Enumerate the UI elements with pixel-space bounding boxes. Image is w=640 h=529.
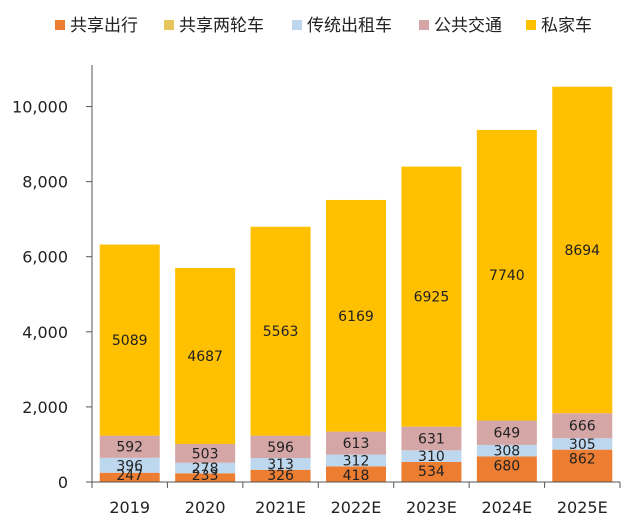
bar-segment bbox=[401, 461, 462, 482]
data-label: 312 bbox=[343, 453, 370, 469]
data-label: 7740 bbox=[489, 268, 525, 284]
legend-label: 共享两轮车 bbox=[179, 16, 264, 36]
data-label: 4687 bbox=[187, 349, 223, 365]
bar-segment bbox=[250, 435, 311, 459]
x-tick-label: 2024E bbox=[481, 498, 532, 517]
bar-segment bbox=[250, 469, 311, 482]
data-label: 308 bbox=[493, 444, 520, 460]
bar-segment bbox=[552, 449, 613, 482]
data-label: 666 bbox=[569, 419, 596, 435]
bar-segment bbox=[401, 450, 462, 462]
data-label: 305 bbox=[569, 437, 596, 453]
x-tick-label: 2021E bbox=[255, 498, 306, 517]
data-label: 613 bbox=[343, 436, 370, 452]
legend-swatch bbox=[419, 20, 429, 30]
data-label: 396 bbox=[116, 458, 143, 474]
legend-label: 公共交通 bbox=[434, 16, 502, 36]
bar-segment bbox=[326, 466, 386, 482]
bar-segment bbox=[401, 426, 462, 451]
legend-swatch bbox=[292, 20, 302, 30]
legend: 共享出行 共享两轮车 传统出租车 公共交通 私家车 bbox=[55, 16, 592, 36]
bar-segment bbox=[552, 438, 613, 450]
data-label: 592 bbox=[116, 440, 143, 456]
data-label: 503 bbox=[192, 446, 219, 462]
x-axis: 2019 2020 2021E 2022E 2023E 2024E 2025E bbox=[91, 481, 621, 517]
x-tick-label: 2020 bbox=[185, 498, 226, 517]
data-label: 313 bbox=[267, 457, 294, 473]
data-label: 418 bbox=[343, 468, 370, 484]
data-label: 6169 bbox=[338, 309, 374, 325]
x-tick-label: 2019 bbox=[109, 498, 150, 517]
y-tick-label: 4,000 bbox=[22, 323, 68, 342]
bar-segment bbox=[99, 457, 160, 473]
data-label: 8694 bbox=[564, 243, 600, 259]
bar-segment bbox=[326, 431, 386, 455]
data-label: 310 bbox=[418, 449, 445, 465]
y-tick-label: 8,000 bbox=[22, 173, 68, 192]
bar-segment bbox=[326, 199, 386, 432]
bar-segment bbox=[99, 244, 160, 436]
y-axis: 0 2,000 4,000 6,000 8,000 10,000 bbox=[12, 65, 93, 492]
legend-label: 传统出租车 bbox=[307, 16, 392, 36]
y-tick-label: 6,000 bbox=[22, 248, 68, 267]
data-label: 631 bbox=[418, 431, 445, 447]
legend-swatch bbox=[164, 20, 174, 30]
data-label: 596 bbox=[267, 440, 294, 456]
data-label: 649 bbox=[493, 426, 520, 442]
y-tick-label: 0 bbox=[58, 473, 68, 492]
y-tick-label: 10,000 bbox=[12, 98, 68, 117]
bar-segment bbox=[401, 166, 462, 427]
data-label: 680 bbox=[493, 458, 520, 474]
x-tick-label: 2022E bbox=[331, 498, 382, 517]
bar-segment bbox=[175, 443, 236, 463]
bars bbox=[99, 86, 613, 482]
data-label: 5089 bbox=[112, 333, 148, 349]
y-tick-label: 2,000 bbox=[22, 398, 68, 417]
data-label: 278 bbox=[192, 461, 219, 477]
bar-segment bbox=[175, 267, 236, 444]
data-label: 233 bbox=[192, 468, 219, 484]
bar-segment bbox=[476, 456, 537, 482]
data-label: 534 bbox=[418, 464, 445, 480]
bar-segment bbox=[175, 462, 236, 474]
legend-label: 共享出行 bbox=[70, 16, 138, 36]
bar-segment bbox=[99, 435, 160, 458]
legend-label: 私家车 bbox=[541, 16, 592, 36]
bar-segment bbox=[250, 226, 311, 436]
data-label: 326 bbox=[267, 468, 294, 484]
data-label: 6925 bbox=[414, 290, 450, 306]
legend-swatch bbox=[55, 20, 65, 30]
bar-segment bbox=[175, 473, 236, 482]
x-tick-label: 2023E bbox=[406, 498, 457, 517]
bar-segment bbox=[552, 86, 613, 414]
bar-segment bbox=[552, 413, 613, 439]
x-tick-label: 2025E bbox=[557, 498, 608, 517]
bar-segment bbox=[99, 472, 160, 482]
bar-segment bbox=[250, 458, 311, 470]
bar-segment bbox=[476, 129, 537, 421]
bar-segment bbox=[476, 420, 537, 445]
data-label: 247 bbox=[116, 468, 143, 484]
bar-segment bbox=[476, 444, 537, 457]
data-label: 862 bbox=[569, 452, 596, 468]
bar-segment bbox=[326, 454, 386, 467]
data-label: 5563 bbox=[263, 324, 299, 340]
legend-swatch bbox=[526, 20, 536, 30]
